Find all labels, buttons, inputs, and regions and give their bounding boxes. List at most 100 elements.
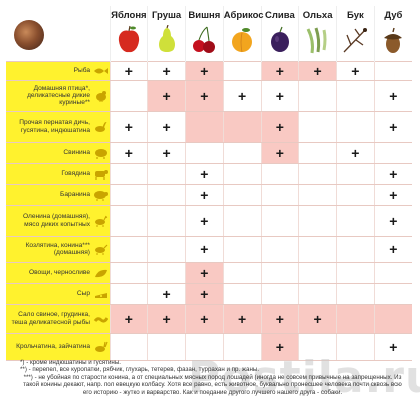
meat-type-label: Рыба: [6, 60, 92, 81]
pairing-cell: +: [373, 183, 412, 206]
pairing-cell: [336, 282, 375, 305]
eggplant-icon: [92, 261, 110, 284]
cow-icon: [92, 162, 110, 185]
meat-type-label: Овощи, черносливе: [6, 261, 92, 284]
pairing-cell: [222, 60, 261, 81]
pairing-cell: +: [147, 303, 186, 334]
pairing-cell: [336, 303, 375, 334]
header-corner: [6, 6, 110, 61]
pairing-cell: [298, 261, 337, 284]
meat-type-label: Оленина (домашняя), мясо диких копытных: [6, 204, 92, 237]
table-row: Сыр + +: [6, 282, 412, 305]
pairing-cell: +: [260, 303, 299, 334]
alder-catkins-icon: [304, 25, 332, 55]
pairing-cell: +: [260, 332, 299, 361]
pairing-cell: [222, 282, 261, 305]
pairing-cell: [185, 110, 224, 143]
pairing-cell: +: [260, 60, 299, 81]
pairing-cell: +: [260, 79, 299, 112]
pairing-cell: +: [185, 303, 224, 334]
table-row: Оленина (домашняя), мясо диких копытных +…: [6, 204, 412, 237]
pairing-cell: [109, 282, 148, 305]
pairing-cell: [298, 204, 337, 237]
table-row: Баранина + +: [6, 183, 412, 206]
plum-icon: [266, 25, 294, 55]
rabbit-icon: [92, 332, 110, 361]
pairing-cell: [222, 261, 261, 284]
pairing-cell: [260, 162, 299, 185]
table-row: Свинина + + + +: [6, 141, 412, 164]
pairing-cell: [298, 79, 337, 112]
pairing-cell: +: [185, 204, 224, 237]
pairing-cell: [185, 141, 224, 164]
footnote-1: *) - кроме индюшатины и гусятины.: [20, 359, 122, 366]
meat-type-label: Сыр: [6, 282, 92, 305]
pairing-cell: +: [185, 261, 224, 284]
pairing-cell: +: [147, 60, 186, 81]
table-row: Овощи, черносливе +: [6, 261, 412, 284]
pairing-cell: [336, 261, 375, 284]
pairing-cell: [298, 183, 337, 206]
pairing-cell: [147, 162, 186, 185]
pairing-cell: [336, 110, 375, 143]
pairing-cell: +: [373, 332, 412, 361]
smoking-wood-pairing-table: Яблоня Груша Вишня Абрикос Слива Ольха Бук Дуб …: [6, 6, 412, 361]
pairing-cell: [373, 282, 412, 305]
pairing-cell: [222, 235, 261, 263]
cherry-icon: [190, 25, 218, 55]
pairing-cell: [298, 332, 337, 361]
pairing-cell: +: [109, 60, 148, 81]
wood-name: Яблоня: [111, 10, 147, 21]
wood-column-header: Бук: [336, 6, 375, 61]
pairing-cell: [109, 162, 148, 185]
wood-column-header: Яблоня: [109, 6, 148, 61]
wood-column-header: Вишня: [185, 6, 224, 61]
pairing-cell: [147, 204, 186, 237]
pairing-cell: +: [336, 60, 375, 81]
deer-icon: [92, 204, 110, 237]
pairing-cell: [222, 162, 261, 185]
table-row: Прочая пернатая дичь, гусятина, индюшати…: [6, 110, 412, 143]
pairing-cell: [109, 332, 148, 361]
pairing-cell: +: [260, 110, 299, 143]
pairing-cell: [222, 110, 261, 143]
pairing-cell: +: [185, 183, 224, 206]
pairing-cell: [336, 235, 375, 263]
goat-icon: [92, 235, 110, 263]
table-row: Козлятина, конина*** (домашняя) + +: [6, 235, 412, 263]
pairing-cell: [109, 183, 148, 206]
wood-name: Дуб: [384, 10, 403, 21]
table-row: Рыба + + + + + +: [6, 60, 412, 81]
meat-type-label: Козлятина, конина*** (домашняя): [6, 235, 92, 263]
wood-header-row: Яблоня Груша Вишня Абрикос Слива Ольха Бук Дуб: [6, 6, 412, 61]
pairing-cell: [185, 332, 224, 361]
pairing-cell: +: [222, 79, 261, 112]
pairing-cell: +: [185, 235, 224, 263]
pairing-cell: [260, 204, 299, 237]
footnote-3: ***) - не убойная по старости конина, а …: [23, 373, 402, 396]
apricot-icon: [228, 25, 256, 55]
pairing-cell: +: [185, 79, 224, 112]
pairing-cell: [109, 235, 148, 263]
pairing-cell: [336, 162, 375, 185]
table-row: Домашняя птица*, деликатесные дикие кури…: [6, 79, 412, 112]
table-row: Говядина + +: [6, 162, 412, 185]
pairing-cell: [373, 60, 412, 81]
wood-name: Абрикос: [223, 10, 264, 21]
wood-column-header: Абрикос: [222, 6, 264, 61]
pairing-cell: [222, 183, 261, 206]
sheep-icon: [92, 183, 110, 206]
pairing-cell: [298, 110, 337, 143]
meat-type-label: Говядина: [6, 162, 92, 185]
pairing-cell: +: [147, 282, 186, 305]
pairing-cell: +: [373, 235, 412, 263]
meat-type-label: Свинина: [6, 141, 92, 164]
pairing-cell: [336, 79, 375, 112]
pairing-cell: [260, 235, 299, 263]
pairing-cell: [109, 79, 148, 112]
pairing-cell: [222, 141, 261, 164]
pairing-cell: +: [373, 162, 412, 185]
meat-type-label: Прочая пернатая дичь, гусятина, индюшати…: [6, 110, 92, 143]
pairing-cell: [298, 235, 337, 263]
wood-name: Вишня: [188, 10, 221, 21]
